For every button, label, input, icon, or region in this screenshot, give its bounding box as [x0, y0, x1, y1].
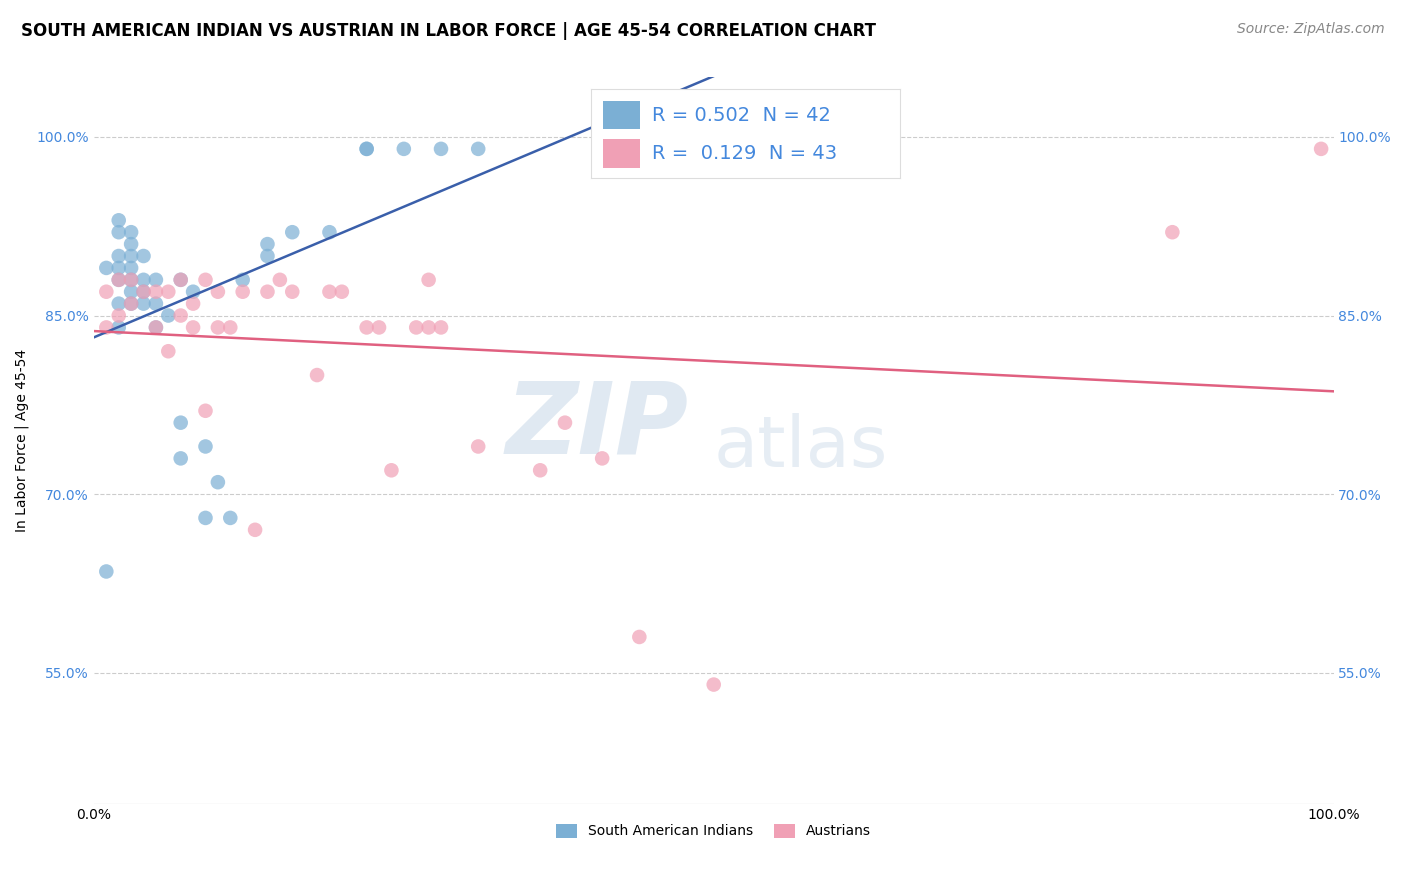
- Point: [157, 309, 180, 323]
- Point: [207, 320, 229, 334]
- Point: [120, 225, 142, 239]
- Point: [96, 320, 118, 334]
- Point: [1310, 142, 1333, 156]
- Point: [132, 285, 155, 299]
- Point: [120, 237, 142, 252]
- Point: [591, 451, 613, 466]
- Point: [1161, 225, 1184, 239]
- Point: [107, 296, 129, 310]
- Text: R =  0.129  N = 43: R = 0.129 N = 43: [652, 144, 838, 163]
- Point: [368, 320, 391, 334]
- Point: [243, 523, 266, 537]
- Point: [96, 565, 118, 579]
- Point: [256, 249, 278, 263]
- Point: [330, 285, 353, 299]
- Point: [430, 320, 453, 334]
- Text: ZIP: ZIP: [506, 377, 689, 475]
- Point: [145, 273, 167, 287]
- Point: [194, 273, 217, 287]
- Y-axis label: In Labor Force | Age 45-54: In Labor Force | Age 45-54: [15, 349, 30, 533]
- Point: [157, 285, 180, 299]
- Point: [219, 320, 242, 334]
- Point: [430, 142, 453, 156]
- Point: [181, 285, 204, 299]
- Point: [170, 309, 193, 323]
- Point: [380, 463, 402, 477]
- Point: [120, 260, 142, 275]
- Point: [418, 320, 440, 334]
- Point: [207, 475, 229, 490]
- Point: [256, 285, 278, 299]
- Text: atlas: atlas: [714, 413, 889, 483]
- Point: [269, 273, 291, 287]
- Point: [194, 511, 217, 525]
- Point: [356, 142, 378, 156]
- Point: [145, 320, 167, 334]
- Point: [107, 273, 129, 287]
- Point: [467, 142, 489, 156]
- Point: [554, 416, 576, 430]
- Point: [107, 260, 129, 275]
- Point: [318, 285, 340, 299]
- Legend: South American Indians, Austrians: South American Indians, Austrians: [551, 818, 877, 844]
- Point: [219, 511, 242, 525]
- Point: [107, 213, 129, 227]
- Point: [132, 273, 155, 287]
- Point: [194, 404, 217, 418]
- Point: [132, 285, 155, 299]
- Point: [467, 440, 489, 454]
- Point: [96, 260, 118, 275]
- Point: [318, 225, 340, 239]
- Point: [232, 285, 254, 299]
- Point: [107, 249, 129, 263]
- Point: [194, 440, 217, 454]
- Point: [356, 142, 378, 156]
- Point: [145, 320, 167, 334]
- Point: [405, 320, 427, 334]
- FancyBboxPatch shape: [603, 139, 640, 168]
- Point: [145, 296, 167, 310]
- Point: [120, 296, 142, 310]
- Point: [120, 296, 142, 310]
- Point: [132, 296, 155, 310]
- Point: [170, 273, 193, 287]
- Point: [181, 320, 204, 334]
- Point: [96, 285, 118, 299]
- Point: [157, 344, 180, 359]
- Point: [392, 142, 415, 156]
- Point: [107, 273, 129, 287]
- Text: Source: ZipAtlas.com: Source: ZipAtlas.com: [1237, 22, 1385, 37]
- Text: SOUTH AMERICAN INDIAN VS AUSTRIAN IN LABOR FORCE | AGE 45-54 CORRELATION CHART: SOUTH AMERICAN INDIAN VS AUSTRIAN IN LAB…: [21, 22, 876, 40]
- Point: [281, 225, 304, 239]
- Point: [120, 273, 142, 287]
- Point: [628, 630, 651, 644]
- Point: [132, 249, 155, 263]
- Point: [120, 273, 142, 287]
- Point: [170, 451, 193, 466]
- Text: R = 0.502  N = 42: R = 0.502 N = 42: [652, 105, 831, 125]
- Point: [529, 463, 551, 477]
- Point: [703, 677, 725, 691]
- Point: [170, 273, 193, 287]
- Point: [181, 296, 204, 310]
- Point: [232, 273, 254, 287]
- Point: [307, 368, 329, 382]
- Point: [256, 237, 278, 252]
- Point: [120, 285, 142, 299]
- Point: [281, 285, 304, 299]
- Point: [145, 285, 167, 299]
- Point: [107, 309, 129, 323]
- Point: [120, 249, 142, 263]
- Point: [170, 416, 193, 430]
- Point: [356, 320, 378, 334]
- Point: [207, 285, 229, 299]
- Point: [107, 225, 129, 239]
- Point: [418, 273, 440, 287]
- FancyBboxPatch shape: [603, 101, 640, 129]
- Point: [107, 320, 129, 334]
